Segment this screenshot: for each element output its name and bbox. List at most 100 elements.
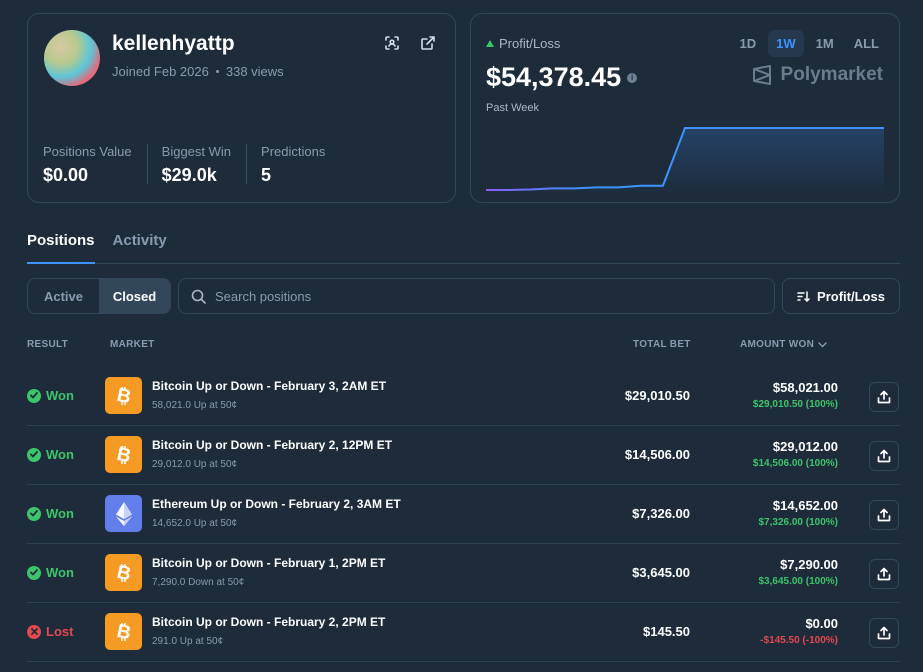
result-label: Won: [46, 388, 74, 403]
positions-table: Won B Bitcoin Up or Down - February 3, 2AM…: [27, 367, 900, 662]
market-title[interactable]: Bitcoin Up or Down - February 1, 2PM ET: [152, 556, 386, 570]
market-icon[interactable]: B: [105, 377, 142, 414]
info-icon[interactable]: i: [627, 72, 638, 83]
amount-won: $14,652.00: [772, 498, 838, 513]
svg-text:B: B: [114, 562, 132, 584]
share-button[interactable]: [869, 618, 899, 648]
market-icon[interactable]: B: [105, 613, 142, 650]
market-subtitle: 291.0 Up at 50¢: [152, 636, 224, 647]
share-icon: [877, 567, 891, 581]
profile-card: kellenhyattp Joined Feb 2026 338 views P…: [27, 13, 456, 203]
profit-loss: $7,326.00 (100%): [758, 517, 838, 528]
pnl-chart: [486, 127, 884, 192]
result-label: Won: [46, 447, 74, 462]
sort-label: Profit/Loss: [817, 288, 885, 304]
tab-activity[interactable]: Activity: [112, 232, 167, 249]
check-circle-icon: [27, 565, 41, 580]
total-bet: $14,506.00: [624, 447, 690, 462]
result-status: Won: [27, 506, 74, 521]
share-icon: [877, 626, 891, 640]
polymarket-logo: Polymarket: [752, 64, 883, 86]
share-button[interactable]: [869, 559, 899, 589]
username: kellenhyattp: [112, 32, 235, 55]
amount-won: $7,290.00: [780, 557, 838, 572]
sort-icon: [797, 290, 810, 302]
x-circle-icon: [27, 624, 41, 639]
table-row[interactable]: Won B Bitcoin Up or Down - February 1, 2PM…: [27, 544, 900, 603]
pnl-line: [486, 127, 884, 191]
bitcoin-icon: B: [114, 444, 132, 466]
result-status: Won: [27, 565, 74, 580]
pnl-value: $54,378.45 i: [486, 62, 638, 93]
scan-icon[interactable]: [383, 34, 401, 52]
pnl-period: Past Week: [486, 102, 539, 114]
tab-positions[interactable]: Positions: [27, 228, 95, 264]
stat-label: Positions Value: [43, 144, 132, 159]
header-total-bet[interactable]: TOTAL BET: [633, 339, 691, 350]
svg-text:B: B: [114, 621, 132, 643]
timeframe-selector: 1D 1W 1M ALL: [732, 30, 887, 57]
timeframe-1m[interactable]: 1M: [815, 36, 834, 51]
polymarket-icon: [752, 65, 771, 85]
amount-won: $58,021.00: [772, 380, 838, 395]
market-title[interactable]: Bitcoin Up or Down - February 2, 2PM ET: [152, 615, 386, 629]
result-label: Won: [46, 565, 74, 580]
table-row[interactable]: Lost B Bitcoin Up or Down - February 2, 2P…: [27, 603, 900, 662]
table-row[interactable]: Won Ethereum Up or Down - February 2, 3AM…: [27, 485, 900, 544]
share-button[interactable]: [869, 441, 899, 471]
segment-active[interactable]: Active: [43, 288, 84, 304]
market-title[interactable]: Bitcoin Up or Down - February 2, 12PM ET: [152, 438, 393, 452]
view-count: 338 views: [225, 64, 284, 79]
separator-dot: [215, 70, 219, 73]
svg-text:B: B: [114, 385, 132, 407]
external-link-icon[interactable]: [419, 34, 437, 52]
timeframe-1w[interactable]: 1W: [768, 30, 804, 57]
pnl-area: [486, 128, 884, 192]
stat-value: $29.0k: [161, 165, 217, 185]
status-segmented-control: Active Closed: [27, 278, 171, 314]
header-result: RESULT: [27, 339, 69, 350]
timeframe-1d[interactable]: 1D: [739, 36, 757, 51]
check-circle-icon: [27, 388, 41, 403]
profit-loss: $3,645.00 (100%): [758, 576, 838, 587]
chevron-down-icon: [818, 341, 827, 347]
stat-value: 5: [261, 165, 272, 185]
market-icon[interactable]: [105, 495, 142, 532]
bitcoin-icon: B: [114, 385, 132, 407]
profit-loss: -$145.50 (-100%): [760, 635, 838, 646]
market-title[interactable]: Ethereum Up or Down - February 2, 3AM ET: [152, 497, 401, 511]
stat-label: Biggest Win: [161, 144, 232, 159]
market-icon[interactable]: B: [105, 554, 142, 591]
market-subtitle: 7,290.0 Down at 50¢: [152, 577, 245, 588]
header-market: MARKET: [110, 339, 155, 350]
search-input[interactable]: [215, 288, 755, 304]
profit-loss: $14,506.00 (100%): [752, 458, 838, 469]
market-subtitle: 58,021.0 Up at 50¢: [152, 400, 238, 411]
brand-name: Polymarket: [780, 64, 883, 85]
header-amount-won[interactable]: AMOUNT WON: [740, 339, 827, 350]
stat-predictions: Predictions 5: [261, 144, 340, 185]
share-button[interactable]: [869, 382, 899, 412]
share-button[interactable]: [869, 500, 899, 530]
share-icon: [877, 508, 891, 522]
bitcoin-icon: B: [114, 562, 132, 584]
result-label: Lost: [46, 624, 74, 639]
share-icon: [877, 449, 891, 463]
market-subtitle: 29,012.0 Up at 50¢: [152, 459, 238, 470]
stat-positions-value: Positions Value $0.00: [43, 144, 148, 185]
sort-button[interactable]: Profit/Loss: [782, 278, 900, 314]
market-title[interactable]: Bitcoin Up or Down - February 3, 2AM ET: [152, 379, 387, 393]
profile-meta: Joined Feb 2026 338 views: [112, 64, 284, 79]
table-row[interactable]: Won B Bitcoin Up or Down - February 2, 12P…: [27, 426, 900, 485]
segment-closed[interactable]: Closed: [99, 279, 170, 313]
profile-stats: Positions Value $0.00 Biggest Win $29.0k…: [43, 144, 354, 185]
result-status: Won: [27, 447, 74, 462]
table-row[interactable]: Won B Bitcoin Up or Down - February 3, 2AM…: [27, 367, 900, 426]
result-status: Lost: [27, 624, 73, 639]
bitcoin-icon: B: [114, 621, 132, 643]
profit-loss-card: Profit/Loss 1D 1W 1M ALL $54,378.45 i Pa…: [470, 13, 900, 203]
table-header: RESULT MARKET TOTAL BET AMOUNT WON: [27, 337, 900, 353]
market-icon[interactable]: B: [105, 436, 142, 473]
timeframe-all[interactable]: ALL: [853, 36, 879, 51]
result-status: Won: [27, 388, 74, 403]
